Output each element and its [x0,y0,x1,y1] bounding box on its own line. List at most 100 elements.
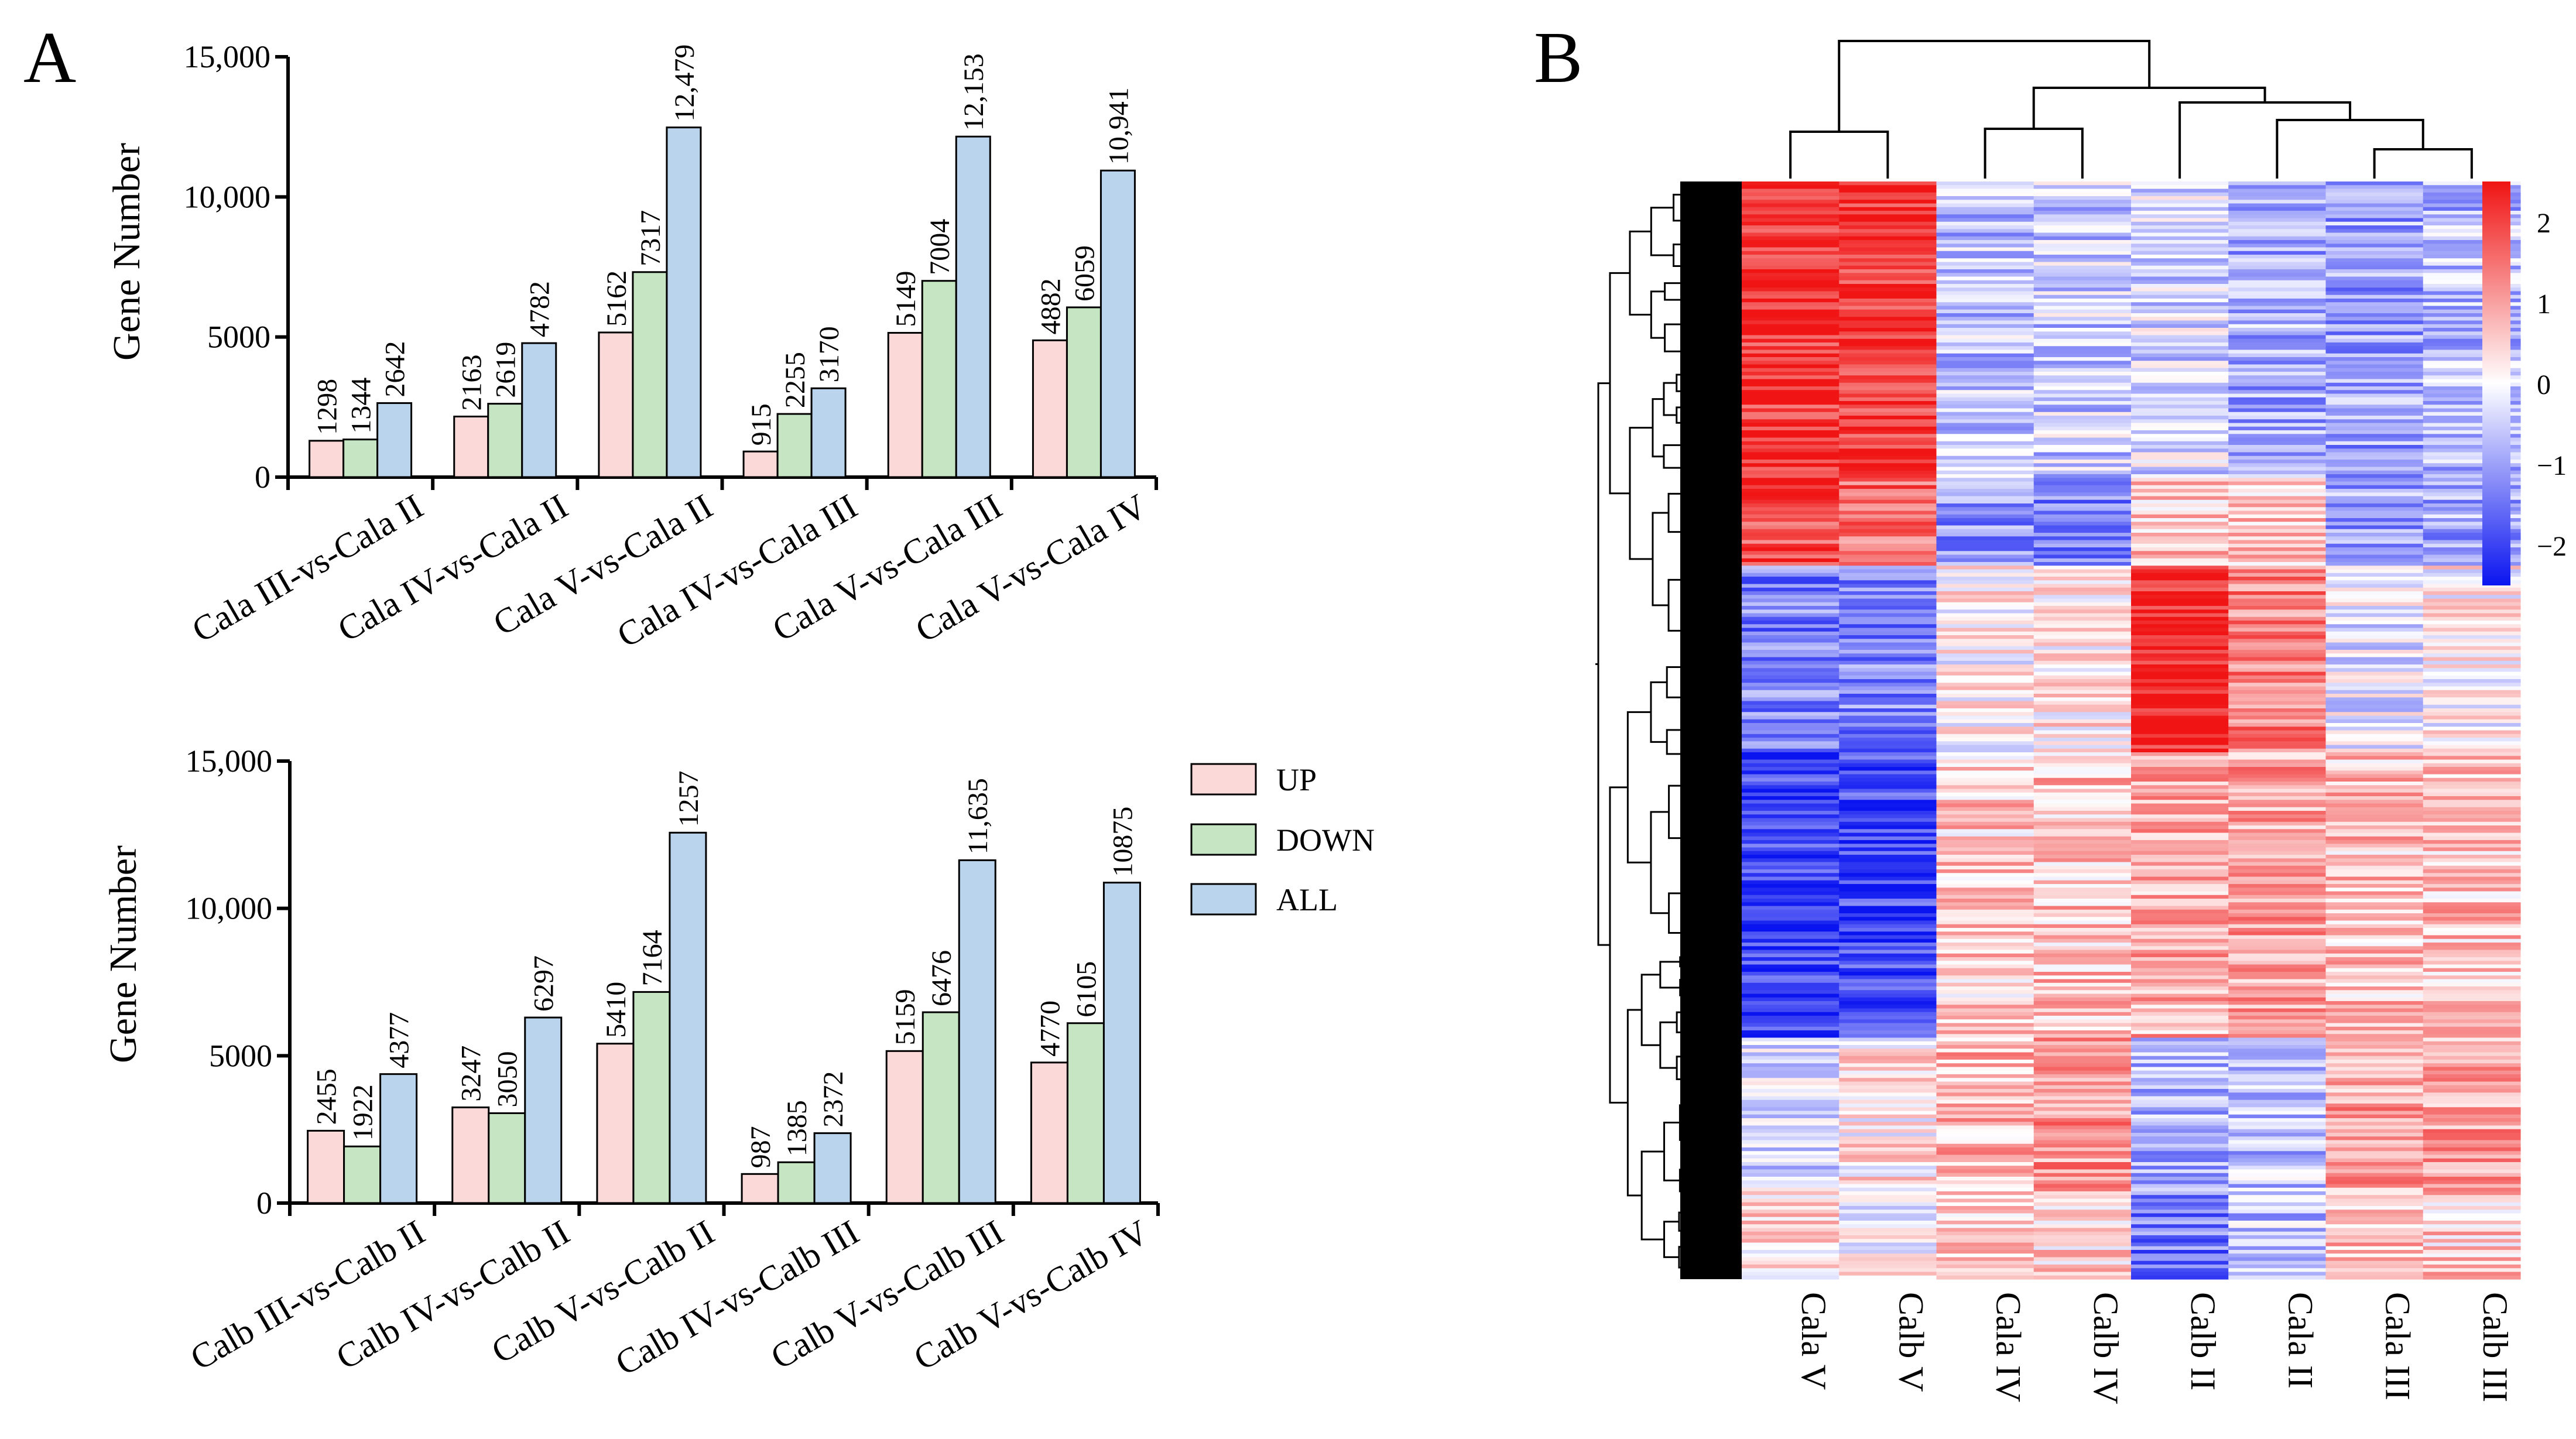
heat-cell [1936,671,2034,676]
heat-cell [1742,569,1839,574]
heat-cell [1742,1151,1839,1156]
heat-cell [1839,961,1937,965]
heat-cell [2228,573,2327,577]
heat-cell [2033,679,2132,683]
heat-cell [2033,547,2132,551]
heat-cell [1839,913,1937,917]
heat-cell [1742,543,1839,548]
heat-cell [2423,573,2521,577]
heat-cell [2033,299,2132,303]
heat-cell [2423,313,2521,317]
heat-cell [2131,240,2229,244]
heat-cell [2033,1136,2132,1141]
heat-cell [2423,207,2521,211]
heat-cell [1839,982,1937,987]
heat-cell [2423,1114,2521,1119]
heat-cell [1936,1151,2034,1156]
heat-cell [1839,566,1937,570]
heat-cell [2423,675,2521,680]
heat-cell [1839,884,1937,888]
heat-cell [1839,690,1937,694]
heat-cell [1936,1129,2034,1133]
heat-cell [2033,1198,2132,1203]
heat-cell [2228,694,2327,698]
heat-cell [2033,712,2132,717]
heat-cell [2325,510,2424,515]
heat-cell [1936,855,2034,859]
heat-cell [1742,1030,1839,1034]
heat-cell [2325,284,2424,288]
heat-cell [2033,1257,2132,1262]
heat-cell [2033,836,2132,841]
heat-cell [2325,1049,2424,1053]
heat-cell [2033,821,2132,826]
column-label: Calb III [2476,1292,2515,1402]
heat-cell [2033,291,2132,296]
data-label: 915 [746,403,777,446]
heat-cell [2131,821,2229,826]
heat-cell [2423,917,2521,921]
heat-cell [2423,496,2521,501]
heat-cell [1839,968,1937,972]
heat-cell [2131,566,2229,570]
heat-cell [2423,1231,2521,1236]
legend-swatch-up [1190,763,1257,796]
bar-up [887,332,923,478]
heat-cell [2423,265,2521,270]
heat-cell [2131,1224,2229,1229]
heat-cell [2033,902,2132,907]
bar-down [632,991,671,1204]
heat-cell [2423,1085,2521,1089]
heat-cell [2033,1104,2132,1108]
heat-cell [2423,1049,2521,1053]
heat-cell [1936,1104,2034,1108]
data-label: 1385 [782,1100,813,1156]
heat-cell [2131,467,2229,471]
heat-cell [2228,460,2327,464]
heat-cell [2325,745,2424,749]
heat-cell [1742,200,1839,204]
heat-cell [1742,299,1839,303]
heat-cell [1936,1202,2034,1207]
heat-cell [2228,869,2327,873]
heat-cell [1936,320,2034,325]
heat-cell [1839,357,1937,361]
heat-cell [1936,499,2034,504]
heat-cell [2131,924,2229,929]
heat-cell [1839,628,1937,632]
heat-cell [2131,909,2229,914]
heat-cell [2325,536,2424,541]
heat-cell [2033,540,2132,544]
heat-cell [2325,679,2424,683]
heat-cell [1839,938,1937,943]
heat-cell [2423,481,2521,486]
heat-cell [1742,715,1839,720]
heat-cell [1839,294,1937,299]
heat-cell [2228,712,2327,717]
heat-cell [2033,650,2132,654]
heat-cell [1742,1060,1839,1064]
heat-cell [2325,1092,2424,1097]
heat-cell [2033,840,2132,844]
heat-cell [2325,899,2424,903]
heat-cell [1936,331,2034,336]
heat-cell [2131,679,2229,683]
heat-cell [1742,701,1839,705]
heat-cell [2131,1092,2229,1097]
heat-cell [2228,1147,2327,1152]
heat-cell [2228,938,2327,943]
heat-cell [1839,353,1937,358]
heat-cell [1936,244,2034,248]
heat-cell [2423,1129,2521,1133]
heat-cell [2423,368,2521,372]
heat-cell [2131,342,2229,347]
data-label: 12,479 [669,44,700,122]
heat-cell [1936,738,2034,742]
heat-cell [2228,950,2327,954]
heat-cell [1839,510,1937,515]
heat-cell [2033,1056,2132,1060]
heat-cell [2131,920,2229,925]
heat-cell [1839,470,1937,475]
heat-cell [2228,1166,2327,1170]
heat-cell [1936,1162,2034,1166]
